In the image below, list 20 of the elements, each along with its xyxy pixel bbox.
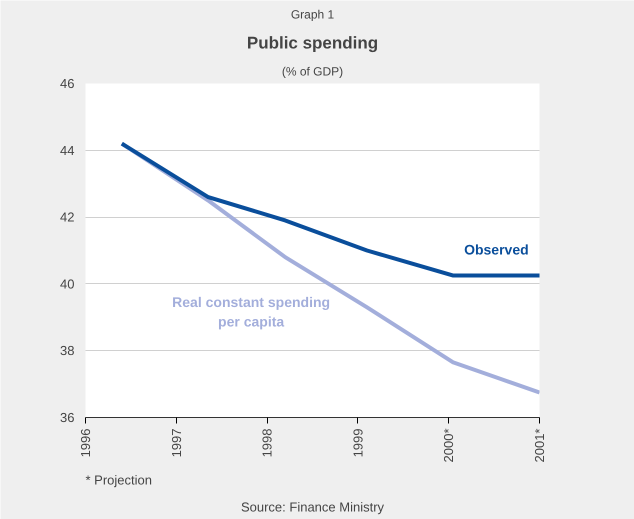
series-label: Real constant spending per capita — [172, 294, 330, 330]
chart-title: Public spending — [246, 34, 378, 52]
y-tick-label: 42 — [60, 210, 75, 225]
x-tick-label: 1998 — [260, 428, 275, 458]
y-tick-label: 44 — [60, 142, 75, 158]
text: * Projection — [86, 472, 152, 488]
x-tick-label: 1997 — [168, 428, 184, 458]
x-tick-label: 1999 — [350, 428, 366, 458]
x-tick-label: 2000* — [441, 428, 456, 462]
chart-subtitle: (% of GDP) — [282, 64, 344, 78]
source-note: Source: Finance Ministry — [240, 500, 385, 514]
x-tick-label: 1996 — [78, 428, 93, 458]
series-label: Observed — [464, 242, 529, 258]
y-tick-label: 40 — [60, 276, 75, 292]
line-series — [120, 142, 540, 278]
caption: Graph 1 — [290, 8, 335, 22]
y-tick-label: 36 — [60, 410, 75, 425]
x-tick-label: 2001* — [532, 428, 547, 462]
y-tick-label: 38 — [60, 343, 75, 358]
y-tick-label: 46 — [60, 76, 75, 91]
